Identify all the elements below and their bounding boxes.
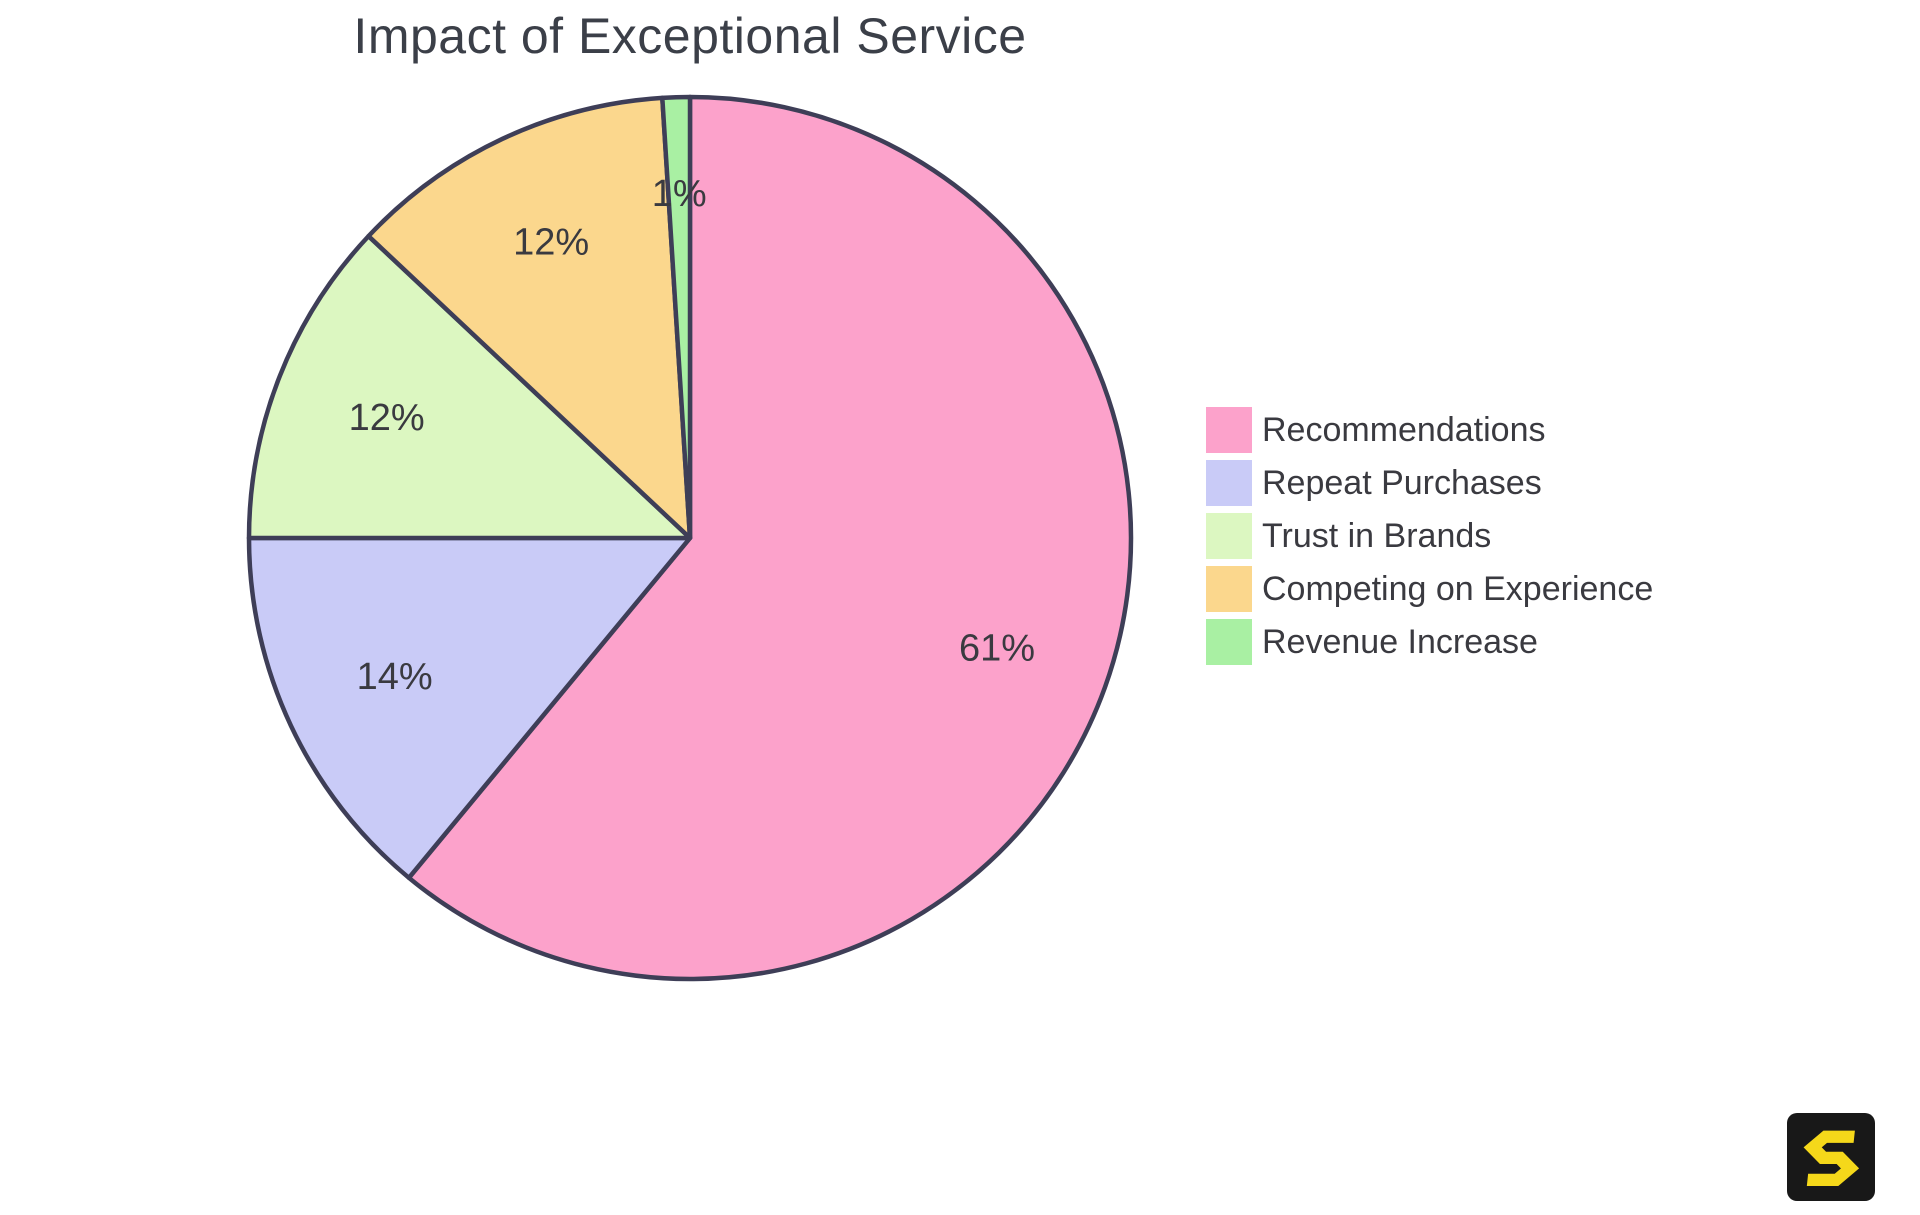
legend-item-recommendations: Recommendations [1206, 407, 1653, 453]
legend-swatch-icon [1206, 619, 1252, 665]
legend-swatch-icon [1206, 566, 1252, 612]
legend-label: Repeat Purchases [1262, 464, 1542, 502]
slice-percent-label: 12% [349, 397, 425, 439]
legend-item-repeat-purchases: Repeat Purchases [1206, 460, 1653, 506]
pie-slice-competing-on-experience [366, 95, 693, 541]
legend-item-revenue-increase: Revenue Increase [1206, 619, 1653, 665]
slice-percent-label: 14% [357, 656, 433, 698]
legend-label: Trust in Brands [1262, 517, 1492, 555]
slice-percent-label: 61% [959, 628, 1035, 670]
pie-slice-trust-in-brands [246, 233, 693, 541]
legend-label: Competing on Experience [1262, 570, 1654, 608]
slice-percent-label: 1% [652, 173, 707, 215]
legend-swatch-icon [1206, 513, 1252, 559]
brand-logo [1787, 1113, 1875, 1201]
legend-swatch-icon [1206, 460, 1252, 506]
chart-legend: Recommendations Repeat Purchases Trust in … [1206, 407, 1653, 672]
letter-s-logo-icon [1803, 1130, 1860, 1187]
legend-label: Revenue Increase [1262, 623, 1538, 661]
pie-slice-recommendations [406, 94, 1134, 982]
legend-item-trust-in-brands: Trust in Brands [1206, 513, 1653, 559]
pie-slice-repeat-purchases [246, 535, 693, 881]
pie-slice-revenue-increase [660, 94, 693, 541]
chart-title: Impact of Exceptional Service [353, 8, 1027, 64]
legend-swatch-icon [1206, 407, 1252, 453]
legend-item-competing-on-experience: Competing on Experience [1206, 566, 1653, 612]
slice-percent-label: 12% [513, 222, 589, 264]
legend-label: Recommendations [1262, 411, 1546, 449]
